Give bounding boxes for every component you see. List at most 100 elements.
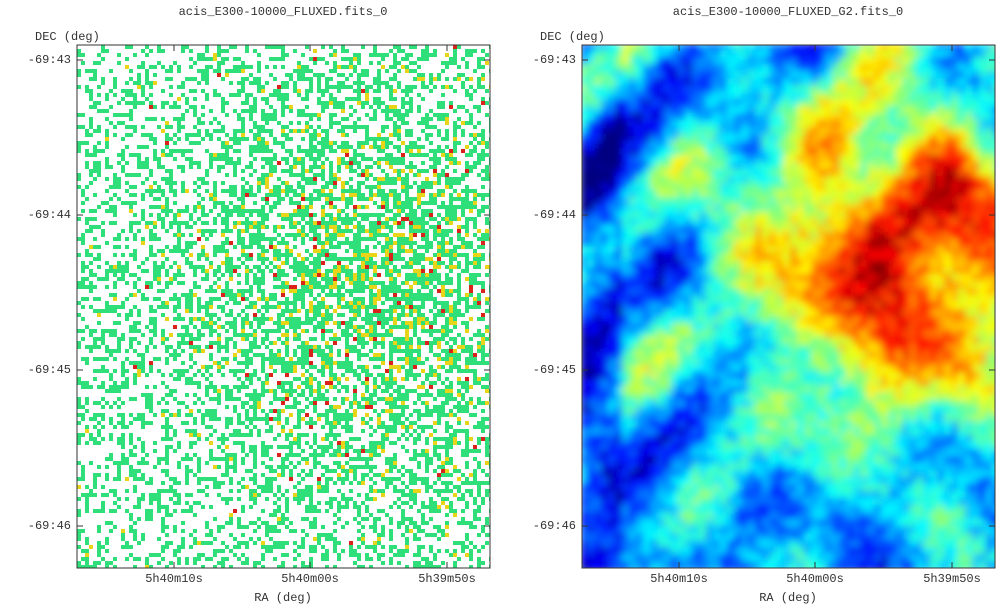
heat-cell: [923, 295, 934, 306]
heat-cell: [909, 302, 920, 313]
heat-cell: [993, 71, 995, 82]
heat-cell: [839, 512, 850, 523]
heat-cell: [727, 526, 738, 537]
heat-cell: [958, 491, 969, 502]
heat-cell: [916, 309, 927, 320]
heat-cell: [930, 435, 941, 446]
heat-cell: [993, 253, 995, 264]
heat-cell: [727, 57, 738, 68]
heat-cell: [741, 85, 752, 96]
heat-cell: [622, 162, 633, 173]
heat-cell: [741, 512, 752, 523]
heat-cell: [755, 85, 766, 96]
heat-cell: [937, 407, 948, 418]
heat-cell: [916, 106, 927, 117]
heat-cell: [629, 183, 640, 194]
heat-cell: [762, 71, 773, 82]
heat-cell: [846, 92, 857, 103]
heat-cell: [622, 442, 633, 453]
heat-cell: [608, 316, 619, 327]
heat-cell: [951, 183, 962, 194]
heat-cell: [916, 554, 927, 565]
heat-cell: [671, 463, 682, 474]
heat-cell: [776, 323, 787, 334]
heat-cell: [951, 162, 962, 173]
heat-cell: [972, 547, 983, 558]
heat-cell: [979, 421, 990, 432]
heat-cell: [951, 281, 962, 292]
heat-cell: [839, 561, 850, 568]
heat-cell: [874, 414, 885, 425]
heat-cell: [881, 505, 892, 516]
heat-cell: [643, 288, 654, 299]
heat-cell: [629, 456, 640, 467]
heat-cell: [713, 351, 724, 362]
heat-cell: [741, 169, 752, 180]
heat-cell: [881, 106, 892, 117]
heat-cell: [587, 421, 598, 432]
heat-cell: [622, 57, 633, 68]
heat-cell: [776, 162, 787, 173]
heat-cell: [923, 365, 934, 376]
heat-cell: [608, 351, 619, 362]
heat-cell: [909, 127, 920, 138]
heat-cell: [706, 85, 717, 96]
heat-cell: [881, 141, 892, 152]
heat-cell: [643, 141, 654, 152]
heat-cell: [790, 435, 801, 446]
heat-cell: [706, 148, 717, 159]
heat-cell: [937, 379, 948, 390]
heat-cell: [699, 141, 710, 152]
heat-cell: [727, 148, 738, 159]
heat-cell: [923, 512, 934, 523]
heat-cell: [664, 288, 675, 299]
heat-cell: [832, 330, 843, 341]
heat-cell: [930, 204, 941, 215]
heat-cell: [615, 512, 626, 523]
heat-cell: [582, 281, 591, 292]
heat-cell: [748, 50, 759, 61]
heat-cell: [783, 148, 794, 159]
heat-cell: [804, 435, 815, 446]
heat-cell: [582, 337, 591, 348]
heat-cell: [860, 120, 871, 131]
heat-cell: [622, 498, 633, 509]
heat-cell: [587, 113, 598, 124]
heat-cell: [650, 85, 661, 96]
heat-cell: [881, 295, 892, 306]
heat-cell: [888, 344, 899, 355]
heat-cell: [951, 421, 962, 432]
heat-cell: [762, 45, 773, 54]
heat-cell: [867, 57, 878, 68]
heat-cell: [664, 127, 675, 138]
heat-cell: [881, 477, 892, 488]
heat-cell: [909, 71, 920, 82]
heat-cell: [713, 456, 724, 467]
heat-cell: [692, 246, 703, 257]
heat-cell: [720, 400, 731, 411]
heat-cell: [860, 456, 871, 467]
heat-cell: [951, 526, 962, 537]
heat-cell: [937, 344, 948, 355]
heat-cell: [657, 505, 668, 516]
heat-cell: [888, 372, 899, 383]
heat-cell: [601, 512, 612, 523]
heat-cell: [699, 183, 710, 194]
heat-cell: [629, 211, 640, 222]
heat-cell: [706, 302, 717, 313]
heat-cell: [874, 519, 885, 530]
heat-cell: [930, 162, 941, 173]
heat-cell: [895, 92, 906, 103]
heat-cell: [776, 533, 787, 544]
heat-cell: [979, 176, 990, 187]
heat-cell: [790, 477, 801, 488]
heat-cell: [986, 113, 995, 124]
heat-cell: [783, 428, 794, 439]
heat-cell: [853, 470, 864, 481]
heat-cell: [713, 120, 724, 131]
heat-cell: [797, 218, 808, 229]
heat-cell: [594, 470, 605, 481]
heat-cell: [671, 239, 682, 250]
heat-cell: [587, 365, 598, 376]
heat-cell: [685, 533, 696, 544]
